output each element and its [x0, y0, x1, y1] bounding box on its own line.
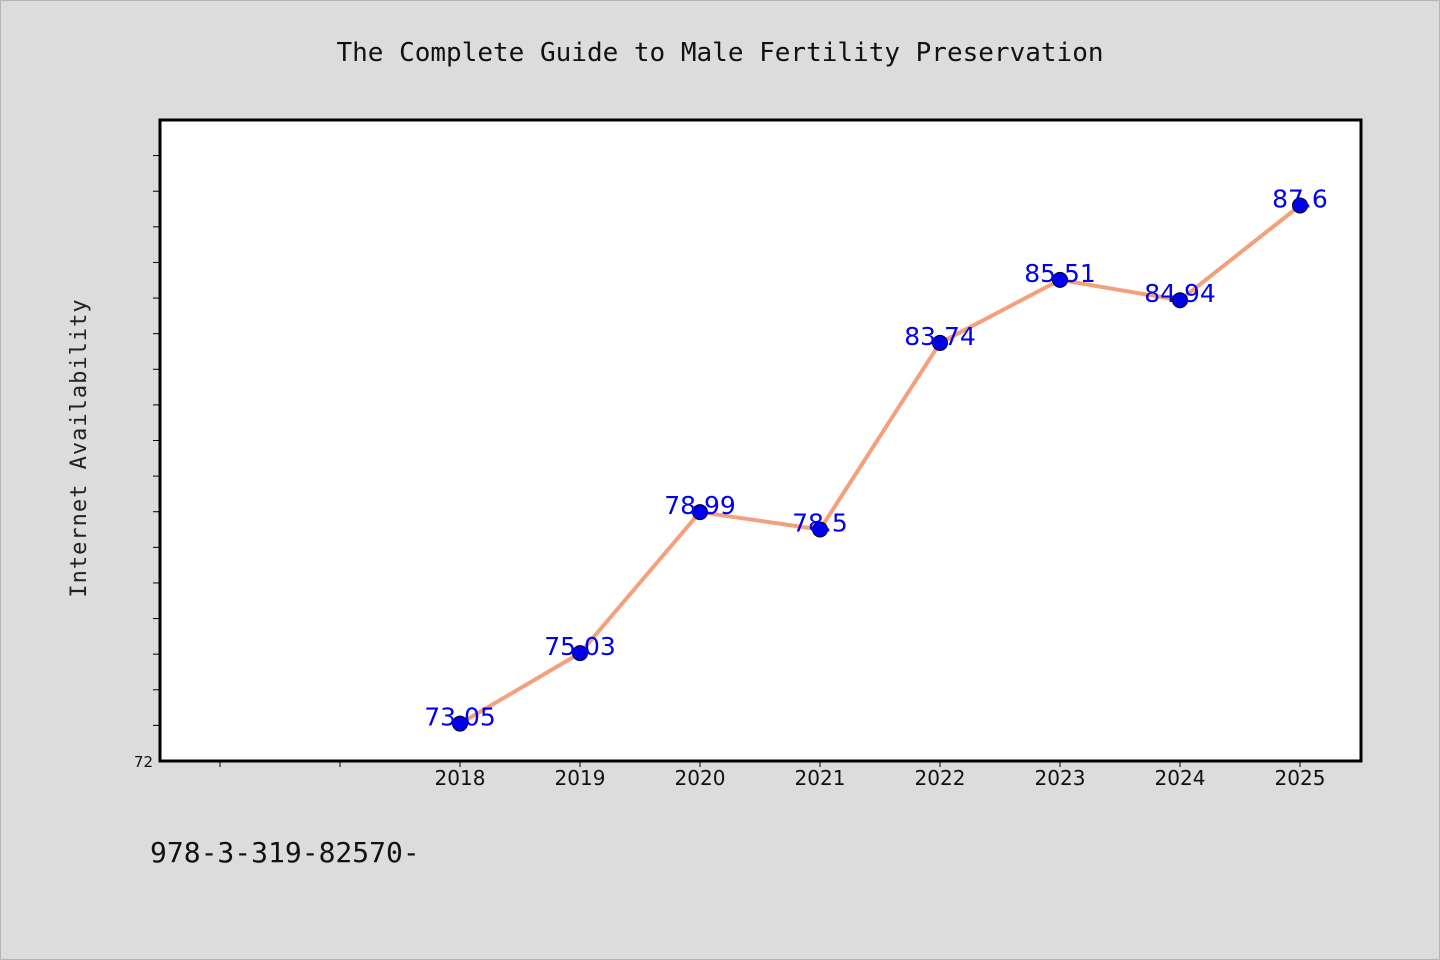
- x-tick-label: 2020: [675, 766, 726, 790]
- y-tick-label: 72: [134, 753, 153, 771]
- data-point: [1292, 197, 1308, 214]
- series-line: [458, 203, 1302, 726]
- data-label: 84.94: [1144, 279, 1216, 308]
- plot-area: [158, 118, 1363, 763]
- data-label: 85.51: [1024, 259, 1096, 288]
- x-tick-label: 2019: [555, 766, 606, 790]
- data-point: [932, 334, 948, 351]
- data-labels: 73.05 75.03 78.99 78.5 83.74 85.51 84.94 87.6: [424, 184, 1328, 731]
- x-tick-label: 2023: [1035, 766, 1086, 790]
- data-point: [572, 645, 588, 662]
- data-label: 83.74: [904, 322, 976, 351]
- data-point: [1172, 292, 1188, 309]
- data-label: 75.03: [544, 632, 616, 661]
- data-point: [812, 521, 828, 538]
- data-markers: [452, 197, 1308, 732]
- x-tick-label: 2021: [795, 766, 846, 790]
- data-label: 78.99: [664, 491, 736, 520]
- axis-ticks: 72 2018 2019 2020 2021 2022 2023 2024 2025: [134, 155, 1326, 790]
- data-label: 78.5: [792, 509, 848, 538]
- y-axis-label: Internet Availability: [67, 298, 92, 597]
- series-line-layer: [458, 203, 1302, 726]
- x-tick-label: 2018: [435, 766, 486, 790]
- data-label: 87.6: [1272, 184, 1328, 213]
- x-tick-label: 2025: [1275, 766, 1326, 790]
- chart-title: The Complete Guide to Male Fertility Pre…: [336, 38, 1103, 68]
- data-point: [1052, 271, 1068, 288]
- data-point: [452, 715, 468, 732]
- data-point: [692, 504, 708, 521]
- footer-isbn-text: 978-3-319-82570-: [150, 836, 420, 869]
- x-tick-label: 2022: [915, 766, 966, 790]
- data-label: 73.05: [424, 703, 496, 732]
- x-tick-label: 2024: [1155, 766, 1206, 790]
